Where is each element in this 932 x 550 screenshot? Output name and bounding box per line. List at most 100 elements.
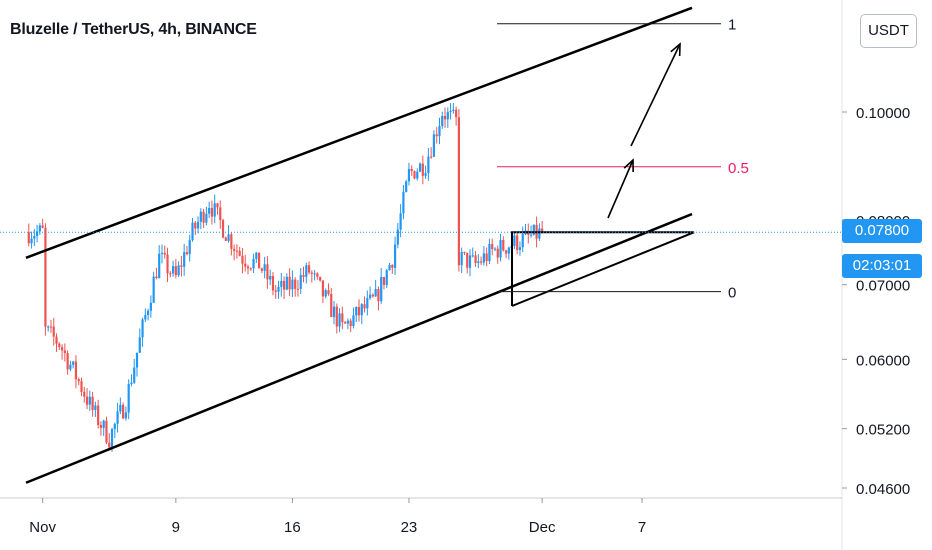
projection-arrow-2[interactable] (630, 43, 681, 147)
candle-body (105, 420, 108, 443)
candle-body (477, 261, 480, 264)
candle-body (183, 252, 186, 267)
drawings: 10.50 (0, 6, 842, 484)
candle-body (152, 276, 155, 303)
candle-body (80, 381, 83, 393)
candle-body (102, 420, 105, 428)
candle-body (427, 156, 430, 174)
projection-arrow-head (670, 42, 681, 57)
projection-arrow-1[interactable] (607, 159, 634, 219)
candle-body (99, 425, 103, 428)
candle-body (332, 306, 336, 317)
candle-body (69, 364, 72, 370)
last-price-badge: 0.07800 (842, 219, 922, 243)
chart-title: Bluzelle / TetherUS, 4h, BINANCE (10, 21, 257, 38)
candle-body (393, 244, 397, 268)
candle-body (346, 320, 349, 324)
candle-body (388, 265, 391, 271)
candle-body (116, 411, 119, 424)
candle-body (349, 320, 352, 327)
candle-body (180, 265, 183, 267)
candle-body (502, 239, 505, 251)
fib-level-0-label: 0 (728, 285, 736, 302)
candle-body (130, 382, 133, 385)
candle-body (149, 302, 152, 311)
candle-body (449, 110, 452, 113)
candle-body (188, 239, 191, 255)
triangle-pattern[interactable] (511, 231, 695, 307)
candle-body (58, 343, 61, 348)
candle-body (169, 273, 172, 275)
candle-body (185, 252, 189, 255)
candle-body (72, 361, 75, 365)
time-tick-label: Nov (29, 519, 56, 536)
candle-body (63, 350, 66, 353)
candle-body (299, 274, 302, 289)
candle-body (352, 315, 355, 327)
candle-body (41, 225, 44, 228)
candle-body (282, 281, 286, 290)
candle-body (313, 273, 316, 275)
candle-body (122, 404, 125, 419)
candle-body (482, 253, 485, 263)
candle-body (418, 163, 422, 172)
candle-body (194, 222, 197, 229)
currency-button[interactable]: USDT (860, 14, 917, 48)
candle-body (457, 117, 460, 266)
candle-body (249, 268, 252, 270)
candle-body (49, 326, 53, 328)
candle-body (269, 276, 272, 280)
projection-arrow-head (623, 158, 634, 173)
candle-body (258, 252, 261, 269)
candle-body (44, 227, 47, 327)
channel-upper-line[interactable] (25, 6, 693, 259)
candle-body (516, 235, 519, 251)
price-tick-label: 0.06000 (856, 352, 910, 369)
candle-body (97, 405, 100, 426)
time-tick-label: 9 (172, 519, 180, 536)
candle-body (396, 229, 399, 245)
candle-body (416, 171, 419, 179)
candle-body (441, 115, 444, 127)
candle-body (238, 250, 241, 256)
candle-body (199, 211, 202, 222)
candle-body (491, 244, 494, 250)
candle-body (307, 265, 311, 273)
candle-body (485, 253, 488, 262)
candle-body (327, 290, 330, 294)
candle-body (413, 171, 416, 179)
candle-body (471, 255, 474, 257)
candle-body (466, 252, 469, 268)
candle-body (285, 276, 288, 290)
candle-body (344, 322, 347, 324)
candle-body (529, 234, 533, 236)
candle-body (363, 304, 366, 309)
candle-body (399, 213, 402, 230)
candle-body (474, 255, 477, 264)
candle-body (85, 396, 89, 405)
candle-body (158, 253, 161, 279)
candle-body (113, 423, 116, 430)
price-tick-label: 0.05200 (856, 422, 910, 439)
candle-body (305, 265, 308, 277)
candle-body (27, 232, 30, 244)
candle-body (55, 336, 58, 344)
candle-body (155, 276, 158, 279)
candle-body (319, 276, 322, 281)
candle-body (271, 276, 275, 291)
candle-body (141, 319, 144, 338)
axes: 0.100000.080000.070000.060000.052000.046… (29, 105, 910, 536)
price-tick-label: 0.04600 (856, 481, 910, 498)
time-tick-label: 7 (638, 519, 646, 536)
candle-body (424, 173, 427, 176)
channel-lower-line[interactable] (25, 212, 693, 484)
candle-body (316, 273, 319, 277)
candle-body (91, 396, 94, 411)
candle-body (341, 313, 344, 323)
candle-body (94, 405, 97, 411)
candle-body (488, 244, 491, 262)
candle-body (252, 259, 255, 269)
candle-body (499, 239, 502, 258)
candle-body (30, 238, 33, 244)
